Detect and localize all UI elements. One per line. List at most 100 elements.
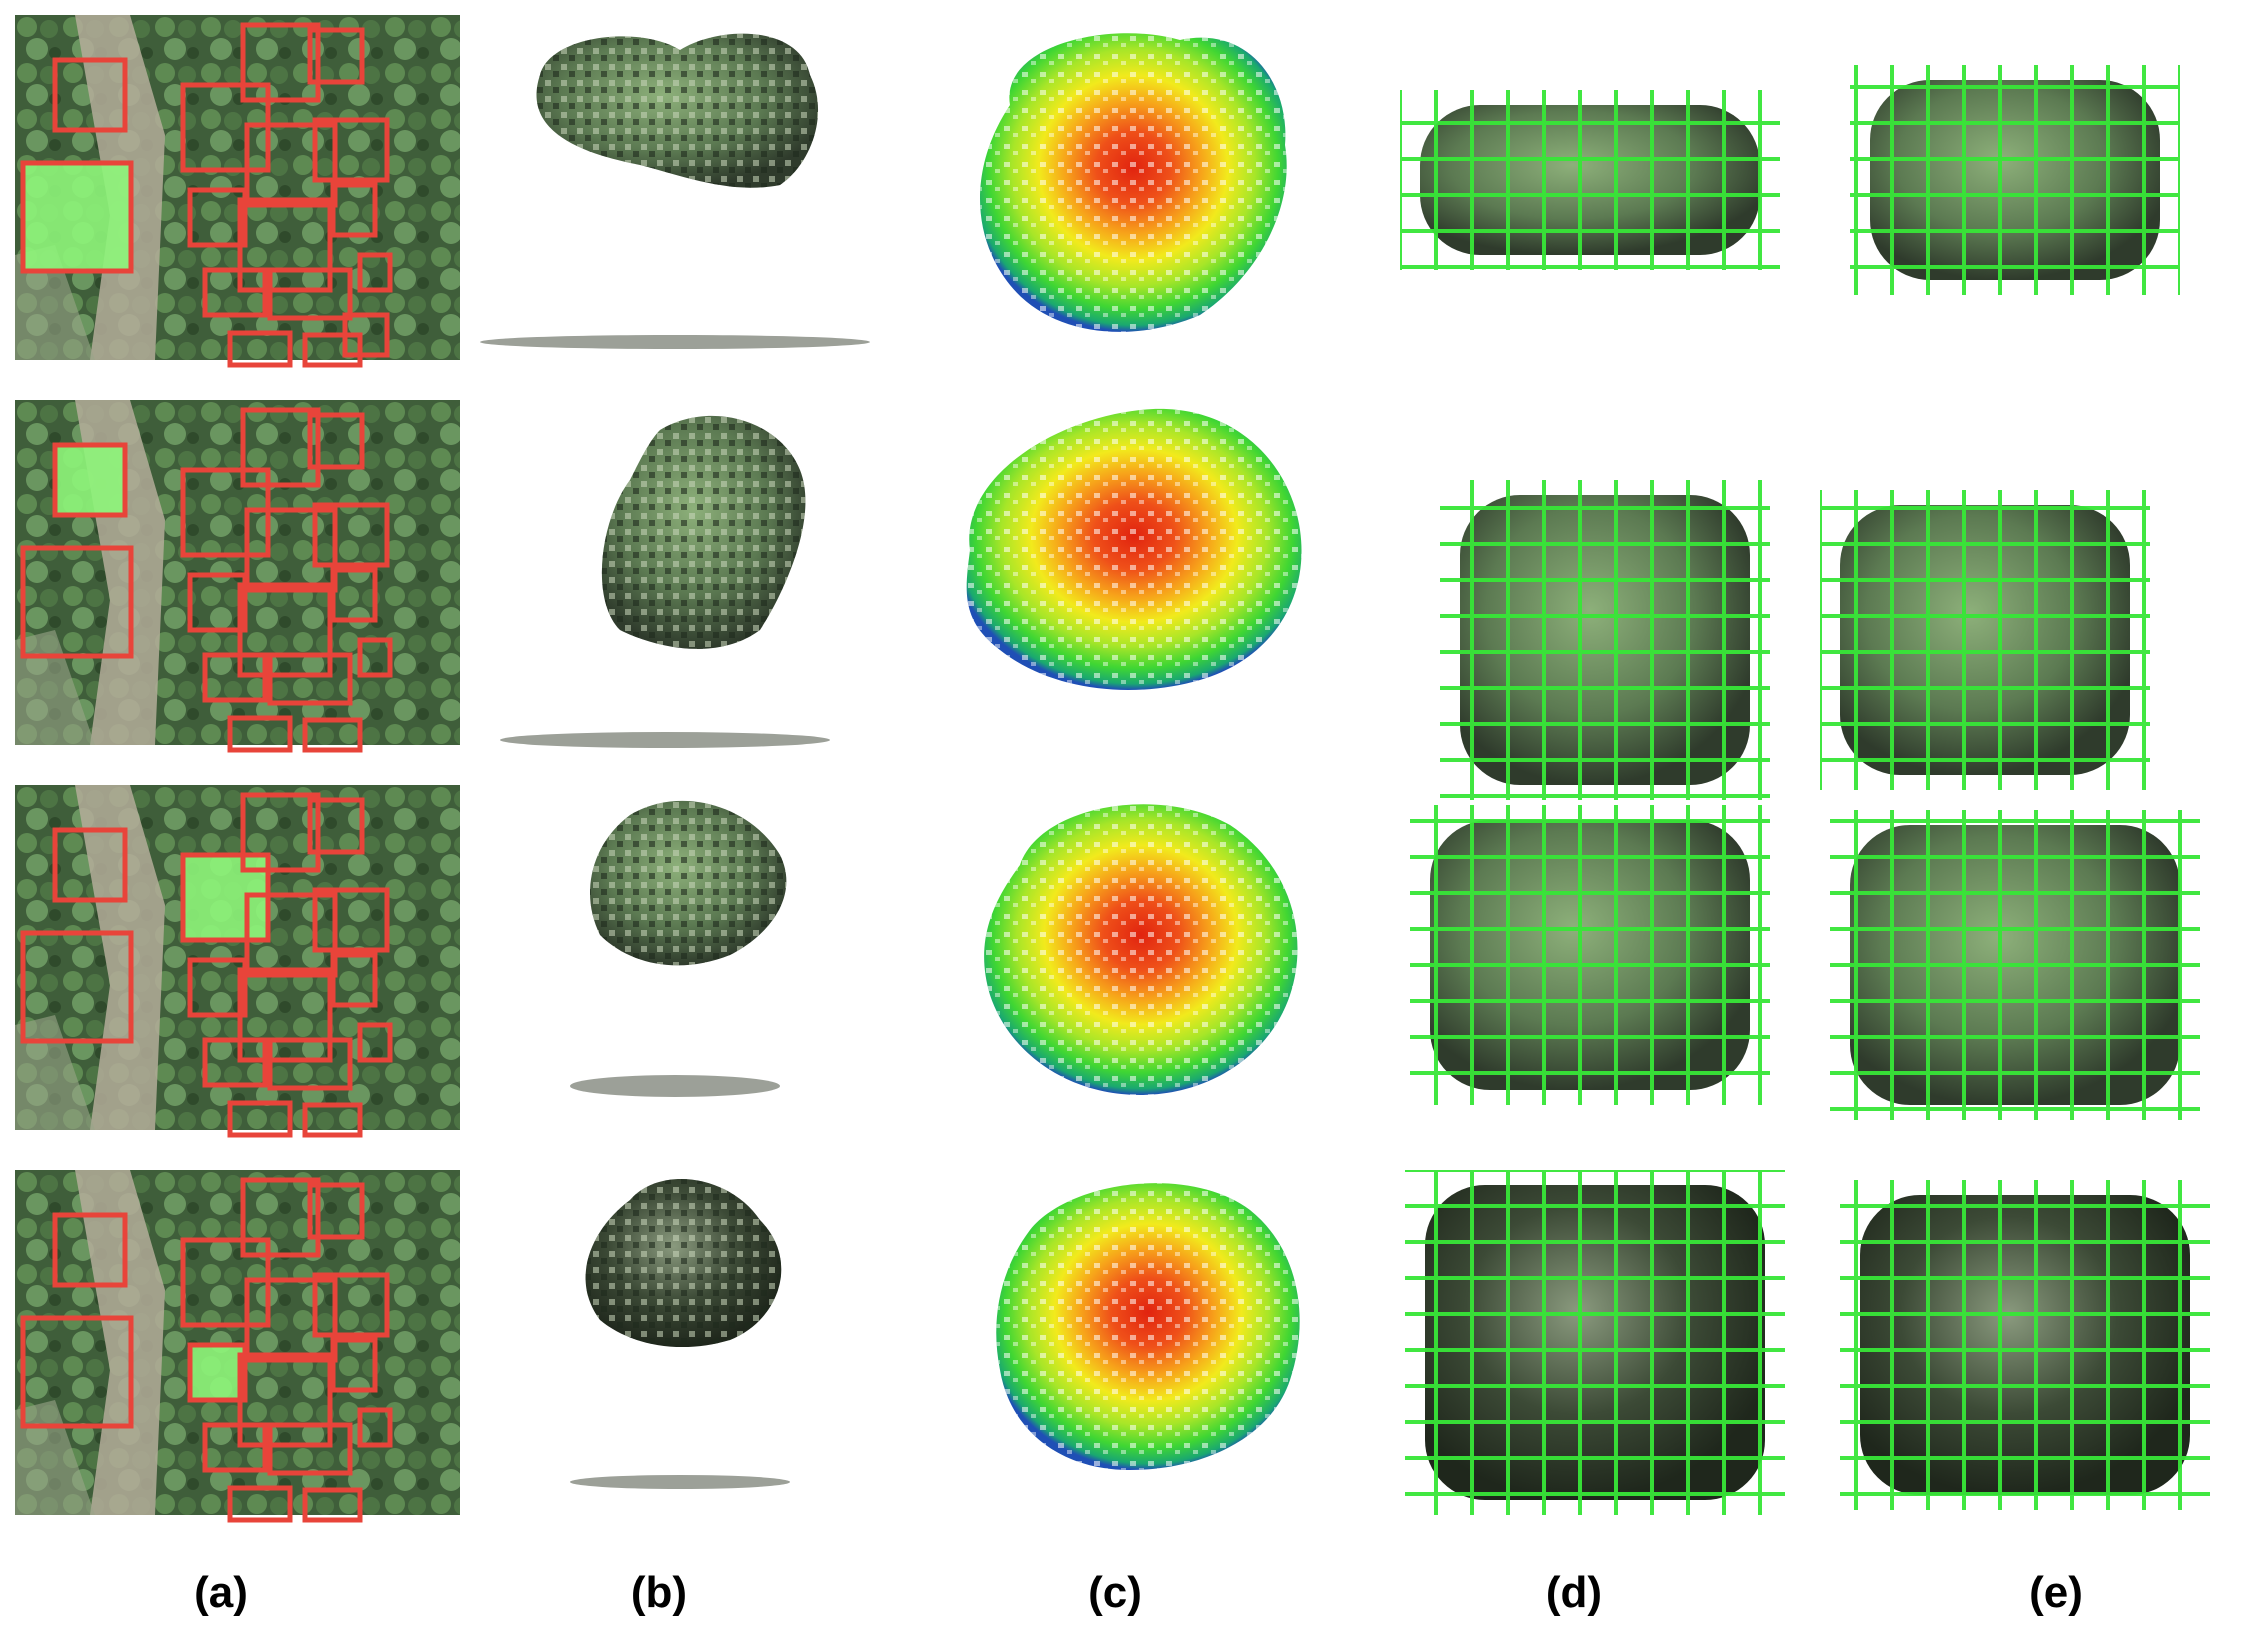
dirt-patch (15, 1400, 95, 1515)
voxel-panel-d-row-4 (1405, 1170, 1785, 1515)
tree-selection-box (187, 572, 248, 633)
tree-selection-box (330, 567, 378, 623)
tree-selection-box (20, 930, 134, 1044)
panel-label-d: (d) (1545, 1568, 1603, 1617)
tree-selection-box (302, 717, 363, 753)
tree-selection-box (240, 792, 321, 873)
voxel-panel-e-row-2 (1820, 490, 2150, 790)
ground-points (500, 732, 830, 748)
tree-selection-box (302, 1487, 363, 1523)
tree-selection-box (302, 332, 363, 368)
tree-selection-box (244, 507, 338, 593)
figure-row-4 (15, 1170, 2210, 1523)
voxel-bounding-boxes (1405, 1170, 1785, 1515)
height-map-row-4 (996, 1183, 1300, 1470)
tree-selection-box (342, 312, 390, 358)
tree-point-texture (590, 800, 787, 966)
aerial-image-row-2 (15, 400, 460, 753)
panel-label-c: (c) (1088, 1568, 1142, 1617)
tree-selection-box (244, 122, 338, 208)
tree-selection-box (237, 1352, 333, 1448)
tree-selection-box (202, 267, 268, 318)
voxel-bounding-boxes (1830, 810, 2200, 1120)
tree-selection-box (307, 797, 365, 855)
tree-selection-box (357, 1407, 393, 1448)
dirt-road (75, 785, 165, 1130)
tree-selection-box (357, 637, 393, 678)
voxel-panel-e-row-1 (1850, 65, 2180, 295)
tree-selection-box (240, 22, 321, 103)
tree-selection-box (307, 27, 365, 85)
point-cloud-row-1 (480, 33, 870, 349)
tree-selection-box (227, 330, 293, 368)
height-cloud-texture (996, 1183, 1300, 1470)
height-cloud-texture (984, 804, 1298, 1095)
dirt-road (75, 1170, 165, 1515)
tree-selection-box (357, 1022, 393, 1063)
tree-selection-box (330, 952, 378, 1008)
dirt-patch (15, 245, 95, 360)
figure-row-1 (15, 15, 2180, 368)
voxel-bounding-boxes (1440, 480, 1770, 800)
height-map-row-2 (966, 408, 1302, 690)
tree-selection-box (227, 1100, 293, 1138)
voxel-bounding-boxes (1850, 65, 2180, 295)
tree-selection-box (240, 1177, 321, 1258)
tree-selection-box (237, 967, 333, 1063)
tree-point-texture (585, 1178, 782, 1348)
tree-selection-box (312, 502, 390, 568)
aerial-image-row-1 (15, 15, 460, 368)
tree-selection-box (267, 1422, 353, 1476)
height-map-row-1 (980, 33, 1287, 332)
tree-selection-box (52, 1212, 128, 1288)
dirt-patch (15, 630, 95, 745)
ground-points (480, 335, 870, 349)
tree-selection-box (330, 1337, 378, 1393)
voxel-panel-e-row-3 (1830, 810, 2200, 1120)
panel-label-a: (a) (194, 1568, 248, 1617)
tree-selection-box (312, 887, 390, 953)
voxel-bounding-boxes (1410, 805, 1770, 1105)
voxel-bounding-boxes (1820, 490, 2150, 790)
figure-row-3 (15, 785, 2200, 1138)
tree-selection-box (302, 1102, 363, 1138)
tree-selection-box (312, 117, 390, 183)
tree-selection-box (187, 187, 248, 248)
panel-label-b: (b) (630, 1568, 688, 1617)
highlighted-tree-box (52, 442, 128, 518)
tree-selection-box (267, 1037, 353, 1091)
tree-selection-box (227, 715, 293, 753)
voxel-bounding-boxes (1840, 1180, 2210, 1510)
tree-selection-box (357, 252, 393, 293)
highlighted-tree-box (187, 1342, 248, 1403)
height-cloud-texture (966, 408, 1302, 690)
tree-selection-box (202, 652, 268, 703)
tree-point-texture (536, 33, 819, 188)
tree-selection-box (227, 1485, 293, 1523)
tree-selection-box (307, 1182, 365, 1240)
tree-selection-box (187, 957, 248, 1018)
tree-selection-box (202, 1037, 268, 1088)
tree-selection-box (330, 182, 378, 238)
highlighted-tree-box (20, 160, 134, 274)
point-cloud-row-2 (500, 415, 830, 748)
tree-selection-box (52, 57, 128, 133)
aerial-image-row-4 (15, 1170, 460, 1523)
tree-selection-box (20, 545, 134, 659)
point-cloud-row-4 (570, 1178, 790, 1489)
tree-selection-box (244, 1277, 338, 1363)
voxel-bounding-boxes (1400, 90, 1780, 270)
tree-selection-box (267, 652, 353, 706)
tree-selection-box (307, 412, 365, 470)
panel-label-e: (e) (2029, 1568, 2083, 1617)
tree-selection-box (237, 582, 333, 678)
tree-point-texture (601, 415, 806, 649)
dirt-patch (15, 1015, 95, 1130)
voxel-panel-d-row-3 (1410, 805, 1770, 1105)
tree-selection-box (237, 197, 333, 293)
point-cloud-row-3 (570, 800, 787, 1097)
tree-selection-box (244, 892, 338, 978)
tree-selection-box (240, 407, 321, 488)
figure-row-2 (15, 400, 2150, 800)
tree-selection-box (312, 1272, 390, 1338)
